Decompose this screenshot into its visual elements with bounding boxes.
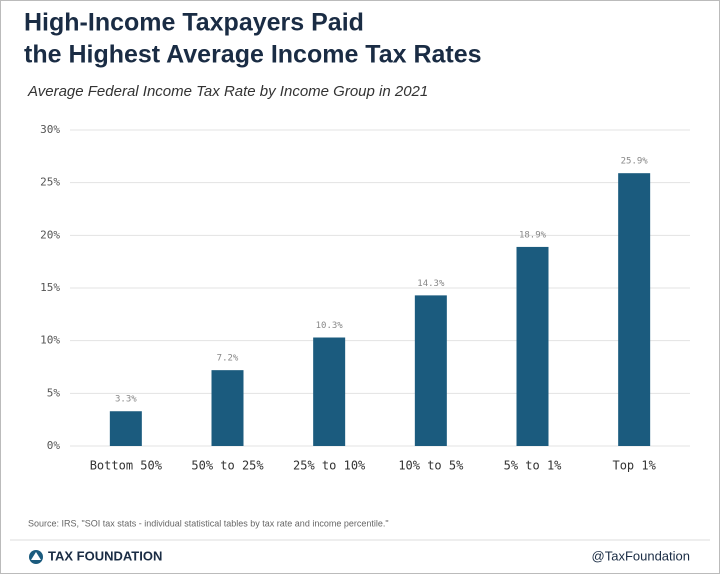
data-label: 18.9% [519, 230, 547, 240]
y-tick-label: 20% [40, 228, 60, 241]
data-label: 7.2% [217, 354, 239, 364]
y-tick-label: 15% [40, 281, 60, 294]
x-tick-label: 5% to 1% [504, 459, 563, 473]
data-label: 3.3% [115, 395, 137, 405]
chart-subtitle: Average Federal Income Tax Rate by Incom… [27, 83, 428, 100]
y-tick-label: 0% [47, 439, 61, 452]
bar [313, 337, 346, 446]
chart-title: High-Income Taxpayers Paid [24, 9, 364, 37]
y-tick-label: 30% [40, 123, 60, 136]
footer-brand: TAX FOUNDATION [48, 548, 162, 563]
chart-title: the Highest Average Income Tax Rates [24, 41, 482, 69]
bar [109, 411, 142, 446]
x-tick-label: Bottom 50% [90, 459, 163, 473]
y-tick-label: 5% [47, 386, 61, 399]
y-tick-label: 10% [40, 334, 60, 347]
data-label: 10.3% [316, 321, 344, 331]
x-tick-label: Top 1% [612, 459, 656, 473]
bar [516, 246, 549, 446]
y-tick-label: 25% [40, 176, 60, 189]
footer-handle: @TaxFoundation [592, 548, 690, 563]
data-label: 25.9% [621, 157, 649, 167]
bar [618, 173, 651, 447]
bar [414, 295, 447, 446]
logo-icon-mark [31, 552, 41, 560]
x-tick-label: 10% to 5% [398, 459, 464, 473]
bar [211, 370, 244, 446]
source: Source: IRS, "SOI tax stats - individual… [28, 518, 389, 528]
data-label: 14.3% [417, 279, 445, 289]
x-tick-label: 25% to 10% [293, 459, 366, 473]
x-tick-label: 50% to 25% [191, 459, 264, 473]
